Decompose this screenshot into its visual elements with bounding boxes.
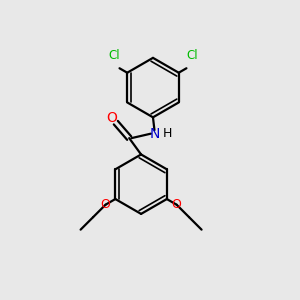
Text: H: H: [162, 127, 172, 140]
Text: O: O: [172, 198, 182, 211]
Text: O: O: [100, 198, 110, 211]
Text: Cl: Cl: [186, 49, 198, 62]
Text: O: O: [106, 111, 117, 125]
Text: Cl: Cl: [108, 49, 120, 62]
Text: N: N: [149, 127, 160, 141]
